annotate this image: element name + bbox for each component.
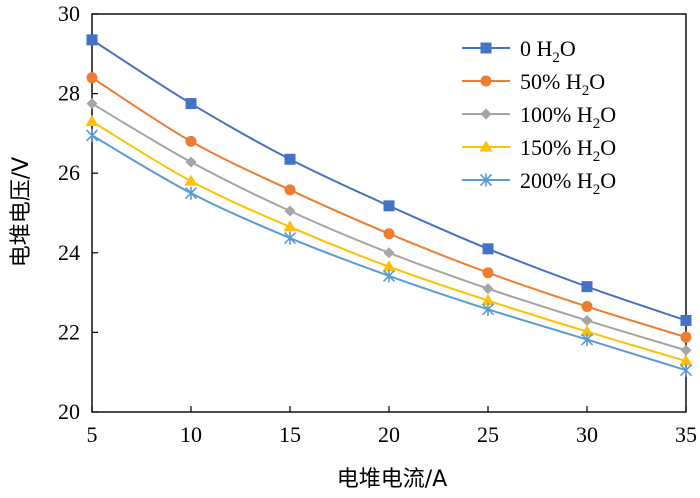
data-point xyxy=(283,231,297,245)
data-point xyxy=(580,333,594,347)
data-point xyxy=(383,247,395,259)
data-point xyxy=(382,260,396,272)
legend-marker xyxy=(479,173,493,187)
data-point xyxy=(284,153,296,165)
y-tick-label: 30 xyxy=(58,1,80,26)
data-point xyxy=(382,269,396,283)
series-line xyxy=(91,102,687,352)
legend-item: 150% H2O xyxy=(462,135,616,165)
y-tick-label: 22 xyxy=(58,319,80,344)
legend-marker xyxy=(480,75,492,87)
data-point xyxy=(481,294,495,306)
data-point xyxy=(86,72,98,84)
x-tick-label: 15 xyxy=(279,422,301,447)
data-point xyxy=(482,243,494,255)
data-point xyxy=(184,186,198,200)
x-tick-label: 25 xyxy=(477,422,499,447)
y-tick-label: 26 xyxy=(58,160,80,185)
data-point xyxy=(580,325,594,337)
data-point xyxy=(284,205,296,217)
axes: 5 10 15 20 25 30 35 20 22 24 26 28 30 xyxy=(58,1,697,447)
data-point xyxy=(284,184,296,196)
legend-item: 50% H2O xyxy=(462,69,605,99)
series-layer xyxy=(85,34,693,377)
x-tick-label: 30 xyxy=(576,422,598,447)
legend-item: 200% H2O xyxy=(462,168,616,198)
data-point xyxy=(85,114,99,126)
data-point xyxy=(481,302,495,316)
data-point xyxy=(581,301,593,313)
data-point xyxy=(85,128,99,142)
data-point xyxy=(581,314,593,326)
legend-item: 0 H2O xyxy=(462,36,576,66)
data-point xyxy=(679,363,693,377)
data-point xyxy=(680,314,692,326)
legend-label: 0 H2O xyxy=(520,36,576,66)
data-point xyxy=(383,200,395,212)
x-axis-title: 电堆电流/A xyxy=(337,467,447,492)
y-axis-title: 电堆电压/V xyxy=(9,157,34,267)
data-point xyxy=(283,220,297,232)
series-0 xyxy=(86,34,692,326)
data-point xyxy=(679,354,693,366)
x-tick-label: 35 xyxy=(675,422,697,447)
data-point xyxy=(680,344,692,356)
legend-label: 50% H2O xyxy=(520,69,605,99)
legend-marker xyxy=(480,42,492,54)
data-point xyxy=(86,34,98,46)
data-point xyxy=(185,156,197,168)
legend-marker xyxy=(480,108,492,120)
data-point xyxy=(680,331,692,343)
x-tick-label: 10 xyxy=(180,422,202,447)
y-tick-label: 20 xyxy=(58,399,80,424)
legend-label: 150% H2O xyxy=(520,135,616,165)
x-tick-label: 5 xyxy=(87,422,98,447)
legend-label: 200% H2O xyxy=(520,168,616,198)
data-point xyxy=(86,98,98,110)
series-1 xyxy=(86,72,692,343)
data-point xyxy=(185,98,197,110)
data-point xyxy=(482,283,494,295)
series-4 xyxy=(85,128,693,377)
series-3 xyxy=(85,114,693,366)
y-tick-label: 24 xyxy=(58,240,80,265)
legend-item: 100% H2O xyxy=(462,102,616,132)
x-tick-label: 20 xyxy=(378,422,400,447)
data-point xyxy=(581,281,593,293)
data-point xyxy=(185,135,197,147)
data-point xyxy=(383,228,395,240)
series-2 xyxy=(86,98,692,356)
y-tick-label: 28 xyxy=(58,81,80,106)
data-point xyxy=(184,174,198,186)
legend-marker xyxy=(479,140,493,152)
legend-label: 100% H2O xyxy=(520,102,616,132)
data-point xyxy=(482,267,494,279)
